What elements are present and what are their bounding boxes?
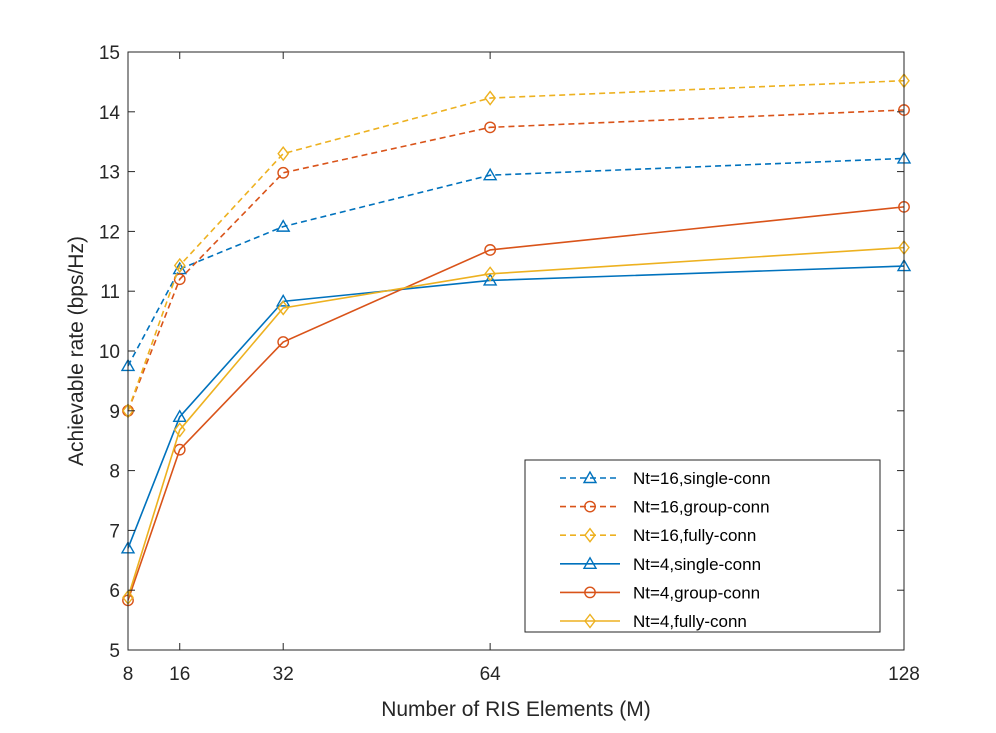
series-line [127, 246, 905, 598]
data-point [277, 146, 290, 162]
data-point [173, 257, 186, 274]
x-tick-label: 32 [273, 664, 294, 685]
legend-item: Nt=16,single-conn [560, 469, 771, 488]
legend-marker [582, 470, 598, 484]
series-line [127, 109, 905, 412]
y-tick-label: 10 [99, 342, 120, 363]
series-line [127, 157, 905, 367]
x-tick-label: 8 [123, 664, 134, 685]
data-point [173, 443, 186, 456]
x-tick-label: 128 [888, 664, 920, 685]
y-tick-label: 13 [99, 163, 120, 184]
data-point [482, 273, 498, 286]
legend-marker [584, 500, 596, 513]
data-point [277, 336, 290, 348]
axes-layer: 8 16 32 64 128 5 6 7 8 9 10 11 12 13 14 15 [99, 43, 920, 685]
legend-label: Nt=4,group-conn [633, 583, 760, 602]
legend: Nt=16,single-conn Nt=16,group-conn Nt=16,f… [524, 459, 881, 633]
y-tick-label: 6 [109, 581, 120, 602]
y-tick-label: 12 [99, 222, 120, 243]
data-point [484, 244, 497, 256]
series-layer [120, 73, 912, 607]
data-point [275, 293, 291, 307]
x-tick-label: 16 [169, 664, 190, 685]
data-point [277, 300, 290, 316]
y-tick-label: 15 [99, 43, 120, 64]
data-point [173, 422, 186, 438]
legend-item: Nt=16,group-conn [560, 498, 770, 517]
y-axis-title: Achievable rate (bps/Hz) [65, 236, 88, 466]
series-line [127, 206, 905, 601]
data-point [277, 166, 290, 179]
legend-label: Nt=4,fully-conn [633, 612, 747, 631]
data-point [484, 90, 497, 106]
y-tick-label: 7 [109, 521, 120, 542]
legend-label: Nt=16,fully-conn [633, 526, 756, 545]
data-point [173, 273, 186, 286]
data-point [484, 266, 497, 282]
legend-item: Nt=4,fully-conn [560, 612, 747, 631]
y-tick-label: 11 [100, 282, 120, 303]
series-line [127, 79, 905, 412]
series-2 [122, 73, 910, 419]
legend-label: Nt=16,group-conn [633, 498, 770, 517]
legend-item: Nt=16,fully-conn [560, 526, 756, 545]
legend-label: Nt=16,single-conn [633, 469, 771, 488]
legend-label: Nt=4,single-conn [633, 555, 761, 574]
x-tick-label: 64 [480, 664, 502, 685]
x-axis-title: Number of RIS Elements (M) [381, 698, 651, 721]
legend-item: Nt=4,group-conn [560, 583, 760, 602]
data-point [172, 409, 187, 422]
legend-marker [584, 613, 596, 629]
y-tick-label: 9 [109, 402, 120, 423]
data-point [482, 167, 498, 181]
legend-marker [584, 527, 596, 543]
data-point [484, 121, 497, 134]
legend-item: Nt=4,single-conn [560, 555, 761, 574]
y-tick-label: 14 [99, 103, 121, 124]
y-tick-label: 8 [109, 462, 120, 483]
legend-marker [582, 556, 598, 569]
legend-marker [584, 586, 596, 599]
legend-box [524, 459, 881, 633]
data-point [275, 219, 291, 232]
y-tick-label: 5 [109, 641, 120, 662]
